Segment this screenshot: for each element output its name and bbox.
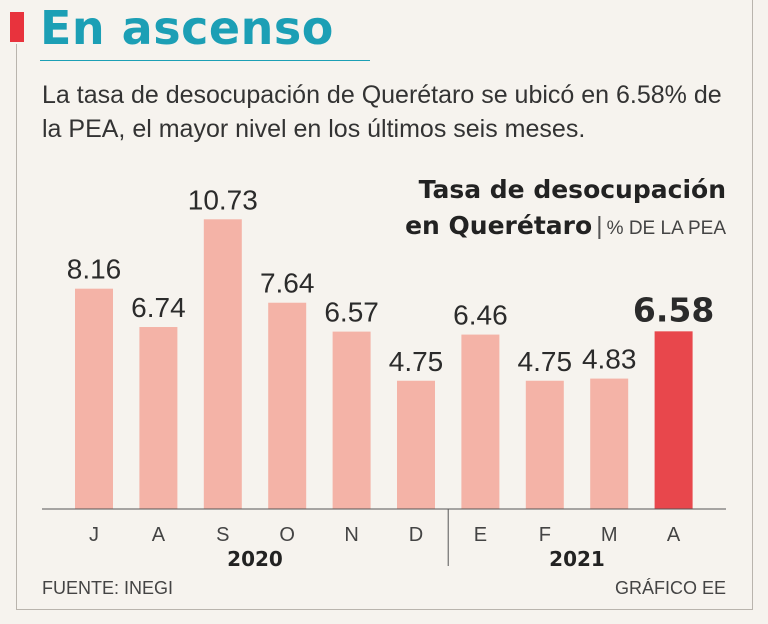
bar-value-label-highlight: 6.58 <box>633 290 714 329</box>
frame-right-border <box>752 0 753 610</box>
x-tick-label: D <box>409 524 423 546</box>
x-tick-label: M <box>601 524 618 546</box>
x-tick-label: F <box>539 524 551 546</box>
bar-value-label: 6.74 <box>131 292 186 323</box>
bar-value-label: 6.57 <box>324 297 379 328</box>
bar-value-label: 8.16 <box>67 254 122 285</box>
bar <box>139 327 178 509</box>
headline: En ascenso <box>40 1 334 55</box>
chart-title-line2: en Querétaro <box>405 211 593 240</box>
chart-title-line2-row: en Querétaro |% DE LA PEA <box>405 208 726 247</box>
chart-unit-label: % DE LA PEA <box>606 218 726 239</box>
bar-value-label: 4.75 <box>389 346 444 377</box>
graphic-credit: GRÁFICO EE <box>614 578 726 598</box>
bar <box>397 380 435 509</box>
x-tick-label: A <box>152 524 166 546</box>
chart-title-separator: | <box>596 212 603 240</box>
chart-title-line1: Tasa de desocupación <box>418 175 726 204</box>
year-label: 2020 <box>227 547 283 571</box>
bar <box>590 378 629 509</box>
bar-value-label: 4.75 <box>518 346 573 377</box>
bar <box>268 302 307 509</box>
year-label: 2021 <box>549 547 605 571</box>
bar <box>203 219 242 510</box>
subtitle: La tasa de desocupación de Querétaro se … <box>42 81 722 143</box>
bar-value-label: 4.83 <box>582 344 637 375</box>
bar-highlight <box>654 331 693 509</box>
source-note: FUENTE: INEGI <box>42 578 174 598</box>
frame-left-border <box>16 44 17 610</box>
headline-underline <box>40 60 370 61</box>
bar <box>75 288 113 509</box>
x-tick-label: N <box>344 524 358 546</box>
title-accent-bar <box>10 12 24 42</box>
bar <box>332 331 371 509</box>
bar-value-label: 6.46 <box>453 300 508 331</box>
x-tick-label: O <box>279 524 295 546</box>
frame-bottom-border <box>16 609 753 610</box>
x-tick-label: A <box>667 524 681 546</box>
x-tick-label: E <box>474 524 487 546</box>
x-tick-label: J <box>89 524 99 546</box>
bar <box>525 380 564 509</box>
bar-value-label: 7.64 <box>260 268 315 299</box>
bar-value-label: 10.73 <box>188 184 258 215</box>
x-tick-label: S <box>216 524 229 546</box>
chart-title: Tasa de desocupación en Querétaro |% DE L… <box>405 172 726 247</box>
bar <box>461 334 500 509</box>
